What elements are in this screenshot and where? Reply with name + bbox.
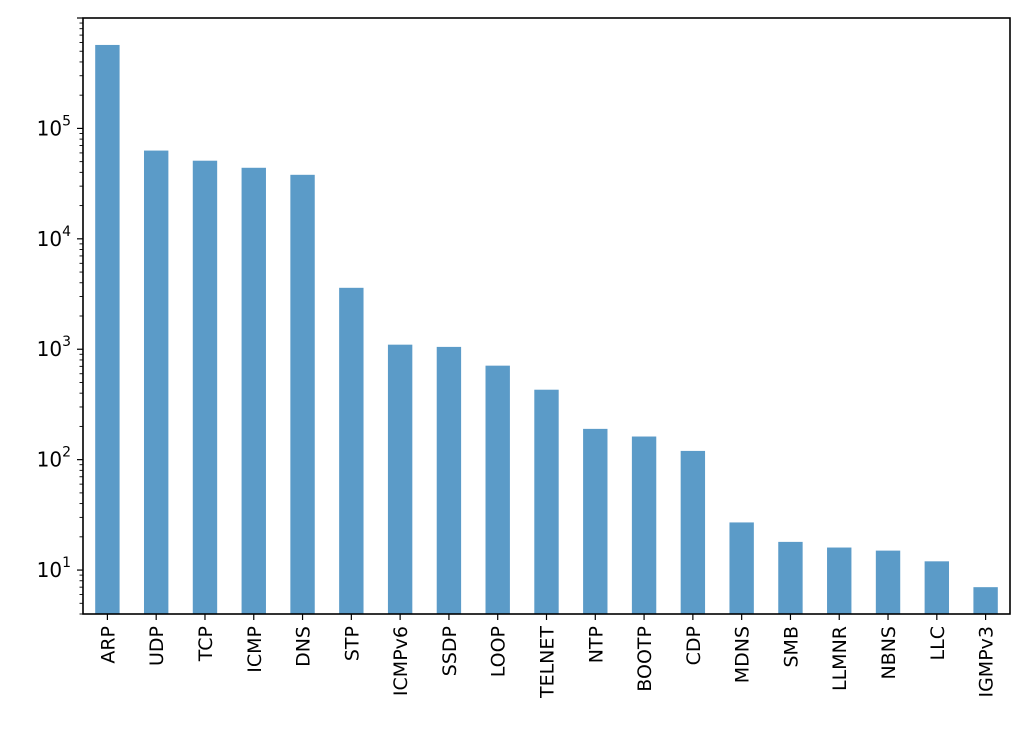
y-tick-base: 10 xyxy=(37,116,62,140)
x-tick-label: CDP xyxy=(683,626,705,665)
y-tick-exponent: 1 xyxy=(62,555,71,571)
x-tick-label: BOOTP xyxy=(634,626,656,692)
x-tick-label: IGMPv3 xyxy=(976,626,998,698)
x-tick-label: ICMPv6 xyxy=(390,626,412,696)
bar-arp xyxy=(95,44,120,614)
plot-frame xyxy=(82,17,1011,615)
y-tick-label: 102 xyxy=(37,445,71,472)
y-tick-label: 105 xyxy=(37,113,71,140)
bar-nbns xyxy=(875,550,901,614)
x-tick-label: NTP xyxy=(585,626,607,663)
bars-group xyxy=(95,44,998,614)
bar-llmnr xyxy=(827,547,852,614)
x-tick-label: UDP xyxy=(146,626,168,666)
bar-icmpv6 xyxy=(387,344,413,614)
x-tick-label: ARP xyxy=(97,626,119,664)
y-tick-label: 101 xyxy=(37,555,71,582)
bar-dns xyxy=(290,174,315,614)
y-tick-exponent: 5 xyxy=(62,113,71,129)
y-tick-label: 103 xyxy=(37,334,71,361)
bar-llc xyxy=(924,561,950,614)
x-tick-label: SSDP xyxy=(439,626,461,676)
bar-smb xyxy=(778,541,803,614)
bar-icmp xyxy=(241,167,266,614)
x-tick-label: NBNS xyxy=(878,626,900,680)
bar-mdns xyxy=(729,522,754,614)
bar-ntp xyxy=(583,428,608,614)
bar-tcp xyxy=(192,160,218,614)
bar-stp xyxy=(339,287,364,614)
x-tick-label: LLC xyxy=(927,626,949,660)
x-tick-label: TELNET xyxy=(537,626,559,699)
x-tick-label: SMB xyxy=(780,626,802,668)
x-tick-label: TCP xyxy=(195,626,217,662)
x-tick-label: MDNS xyxy=(732,626,754,683)
bar-cdp xyxy=(680,450,706,614)
y-tick-label: 104 xyxy=(37,224,71,251)
x-tick-label: ICMP xyxy=(244,626,266,673)
y-tick-exponent: 2 xyxy=(62,445,71,461)
bar-telnet xyxy=(534,389,559,614)
bar-udp xyxy=(143,150,169,614)
y-tick-exponent: 3 xyxy=(62,334,71,350)
x-tick-label: LLMNR xyxy=(829,626,851,691)
x-axis: ARP UDP TCP ICMP DNS STP ICMPv6 SSDP LOOP TELNET N… xyxy=(97,614,998,699)
y-tick-base: 10 xyxy=(37,337,62,361)
x-tick-label: LOOP xyxy=(488,626,510,677)
x-tick-label: DNS xyxy=(293,626,315,667)
bar-loop xyxy=(485,365,510,614)
y-tick-base: 10 xyxy=(37,448,62,472)
y-tick-exponent: 4 xyxy=(62,224,71,240)
x-tick-label: STP xyxy=(341,626,363,661)
bar-ssdp xyxy=(436,346,462,614)
bar-bootp xyxy=(631,436,657,614)
bar-igmpv3 xyxy=(973,587,998,614)
y-tick-base: 10 xyxy=(37,558,62,582)
y-tick-base: 10 xyxy=(37,227,62,251)
